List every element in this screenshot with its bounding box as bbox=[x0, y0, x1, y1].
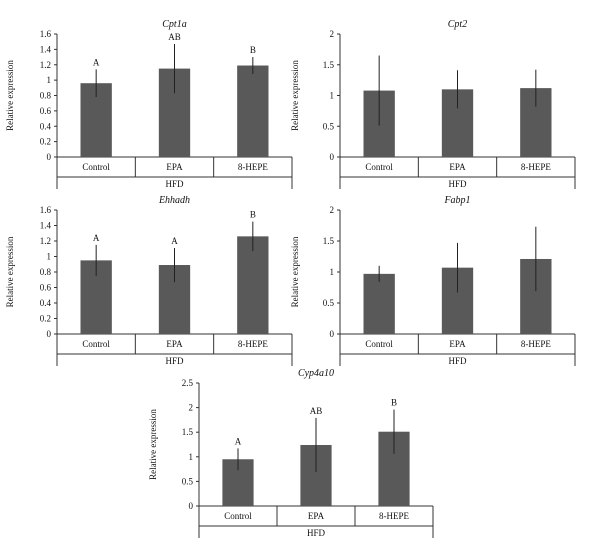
category-label: Control bbox=[82, 162, 110, 172]
significance-label: B bbox=[391, 398, 397, 408]
significance-label: AB bbox=[310, 406, 323, 416]
category-label: 8-HEPE bbox=[238, 162, 268, 172]
y-tick-label: 1.6 bbox=[40, 29, 52, 39]
y-tick-label: 1.2 bbox=[40, 236, 51, 246]
chart-title: Cyp4a10 bbox=[298, 368, 334, 379]
y-tick-label: 0.5 bbox=[182, 476, 194, 486]
y-tick-label: 1.5 bbox=[182, 427, 194, 437]
significance-label: A bbox=[93, 57, 100, 67]
y-tick-label: 1.2 bbox=[40, 60, 51, 70]
y-axis-label: Relative expression bbox=[290, 60, 300, 131]
category-label: 8-HEPE bbox=[521, 339, 551, 349]
y-tick-label: 1 bbox=[330, 267, 335, 277]
y-axis-label: Relative expression bbox=[5, 236, 15, 307]
y-tick-label: 0.4 bbox=[40, 121, 52, 131]
group-label: HFD bbox=[448, 356, 467, 366]
y-tick-label: 0.8 bbox=[40, 267, 52, 277]
bar bbox=[237, 65, 269, 157]
group-label: HFD bbox=[307, 528, 326, 538]
chart-panel-ehhadh: Ehhadh 0 0.2 0.4 0.6 0.8 1 1.2 1.4 1.6 Relative ex… bbox=[5, 195, 293, 366]
category-label: 8-HEPE bbox=[379, 511, 409, 521]
y-tick-label: 1.5 bbox=[323, 236, 335, 246]
category-label: Control bbox=[365, 162, 393, 172]
category-label: Control bbox=[82, 339, 110, 349]
y-tick-label: 1.4 bbox=[40, 221, 52, 231]
y-tick-label: 1 bbox=[330, 91, 335, 101]
y-tick-label: 0.2 bbox=[40, 137, 51, 147]
y-tick-label: 0 bbox=[330, 329, 335, 339]
y-axis-label: Relative expression bbox=[290, 236, 300, 307]
y-tick-label: 1 bbox=[189, 452, 194, 462]
y-tick-label: 1.6 bbox=[40, 205, 52, 215]
significance-label: A bbox=[235, 436, 242, 446]
y-tick-label: 2 bbox=[330, 29, 335, 39]
y-tick-label: 1.5 bbox=[323, 60, 335, 70]
y-tick-label: 0 bbox=[47, 152, 52, 162]
y-tick-label: 0 bbox=[189, 501, 194, 511]
y-axis-label: Relative expression bbox=[5, 60, 15, 131]
category-label: Control bbox=[365, 339, 393, 349]
y-tick-label: 2.5 bbox=[182, 378, 194, 388]
chart-panel-cpt1a: Cpt1a 0 0.2 0.4 0.6 0.8 1 1.2 1.4 1.6 Relative exp… bbox=[5, 19, 293, 189]
chart-panel-fabp1: Fabp1 0 0.5 1 1.5 2 Relative expression HFD Cont… bbox=[290, 195, 576, 366]
chart-title: Cpt2 bbox=[448, 19, 467, 30]
significance-label: B bbox=[250, 210, 256, 220]
y-tick-label: 0 bbox=[47, 329, 52, 339]
y-tick-label: 0.6 bbox=[40, 106, 52, 116]
significance-label: AB bbox=[168, 32, 181, 42]
y-tick-label: 0.4 bbox=[40, 298, 52, 308]
y-tick-label: 1 bbox=[47, 75, 52, 85]
y-tick-label: 1 bbox=[47, 252, 52, 262]
category-label: EPA bbox=[449, 162, 466, 172]
y-tick-label: 0.6 bbox=[40, 283, 52, 293]
bar bbox=[363, 273, 395, 334]
chart-panel-cpt2: Cpt2 0 0.5 1 1.5 2 Relative expression HFD Contr… bbox=[290, 19, 576, 189]
y-tick-label: 0.2 bbox=[40, 314, 51, 324]
significance-label: A bbox=[93, 233, 100, 243]
y-axis-label: Relative expression bbox=[148, 409, 158, 480]
category-label: 8-HEPE bbox=[238, 339, 268, 349]
chart-panel-cyp4a10: Cyp4a10 0 0.5 1 1.5 2 2.5 Relative expression HF… bbox=[148, 368, 434, 538]
y-tick-label: 2 bbox=[189, 403, 194, 413]
chart-title: Cpt1a bbox=[162, 19, 186, 30]
chart-title: Fabp1 bbox=[443, 195, 470, 206]
category-label: EPA bbox=[166, 162, 183, 172]
y-tick-label: 0 bbox=[330, 152, 335, 162]
chart-title: Ehhadh bbox=[158, 195, 190, 206]
y-tick-label: 0.5 bbox=[323, 121, 335, 131]
category-label: 8-HEPE bbox=[521, 162, 551, 172]
category-label: EPA bbox=[166, 339, 183, 349]
significance-label: A bbox=[171, 236, 178, 246]
group-label: HFD bbox=[165, 356, 184, 366]
category-label: EPA bbox=[449, 339, 466, 349]
bar bbox=[237, 236, 269, 334]
category-label: EPA bbox=[308, 511, 325, 521]
group-label: HFD bbox=[448, 179, 467, 189]
category-label: Control bbox=[224, 511, 252, 521]
group-label: HFD bbox=[165, 179, 184, 189]
y-tick-label: 0.8 bbox=[40, 91, 52, 101]
significance-label: B bbox=[250, 45, 256, 55]
y-tick-label: 1.4 bbox=[40, 44, 52, 54]
y-tick-label: 2 bbox=[330, 205, 335, 215]
y-tick-label: 0.5 bbox=[323, 298, 335, 308]
